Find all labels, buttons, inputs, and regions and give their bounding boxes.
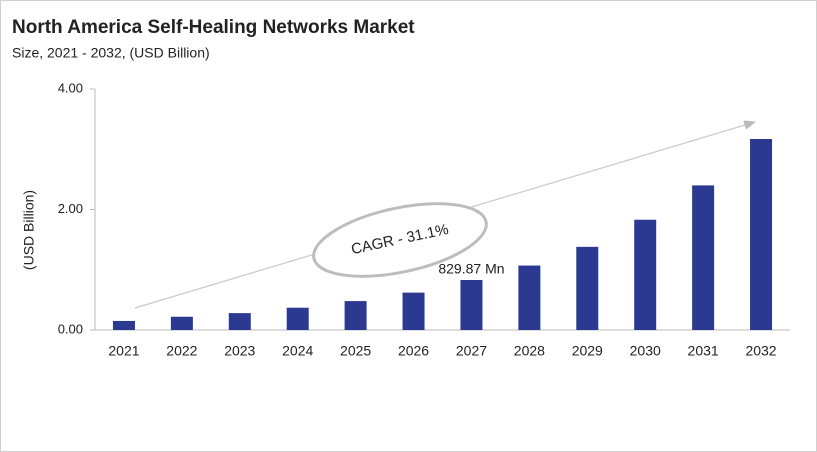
x-tick-label: 2021: [108, 343, 139, 359]
x-tick-label: 2029: [572, 343, 603, 359]
bar: [170, 316, 193, 330]
x-tick-label: 2031: [688, 343, 719, 359]
x-tick-label: 2022: [166, 343, 197, 359]
chart-title: North America Self-Healing Networks Mark…: [12, 17, 415, 38]
x-tick-label: 2028: [514, 343, 545, 359]
bar: [576, 246, 599, 330]
bar: [402, 292, 425, 330]
y-tick-label: 4.00: [58, 80, 83, 95]
x-tick-label: 2025: [340, 343, 371, 359]
bar: [518, 265, 541, 330]
bar: [286, 307, 309, 330]
x-tick-label: 2023: [224, 343, 255, 359]
bar: [692, 185, 715, 330]
y-axis-label: (USD Billion): [21, 190, 37, 270]
bar: [112, 320, 135, 330]
x-tick-label: 2024: [282, 343, 313, 359]
y-tick-label: 0.00: [58, 321, 83, 336]
bar: [750, 139, 773, 330]
bar: [634, 219, 657, 330]
bar: [460, 280, 483, 330]
x-tick-label: 2026: [398, 343, 429, 359]
bar: [344, 301, 367, 330]
x-tick-label: 2027: [456, 343, 487, 359]
bar: [228, 313, 251, 330]
x-tick-label: 2030: [630, 343, 661, 359]
value-label: 829.87 Mn: [438, 261, 504, 277]
chart-subtitle: Size, 2021 - 2032, (USD Billion): [12, 45, 210, 61]
y-tick-label: 2.00: [58, 201, 83, 216]
cagr-ellipse: [312, 202, 488, 278]
x-tick-label: 2032: [745, 343, 776, 359]
